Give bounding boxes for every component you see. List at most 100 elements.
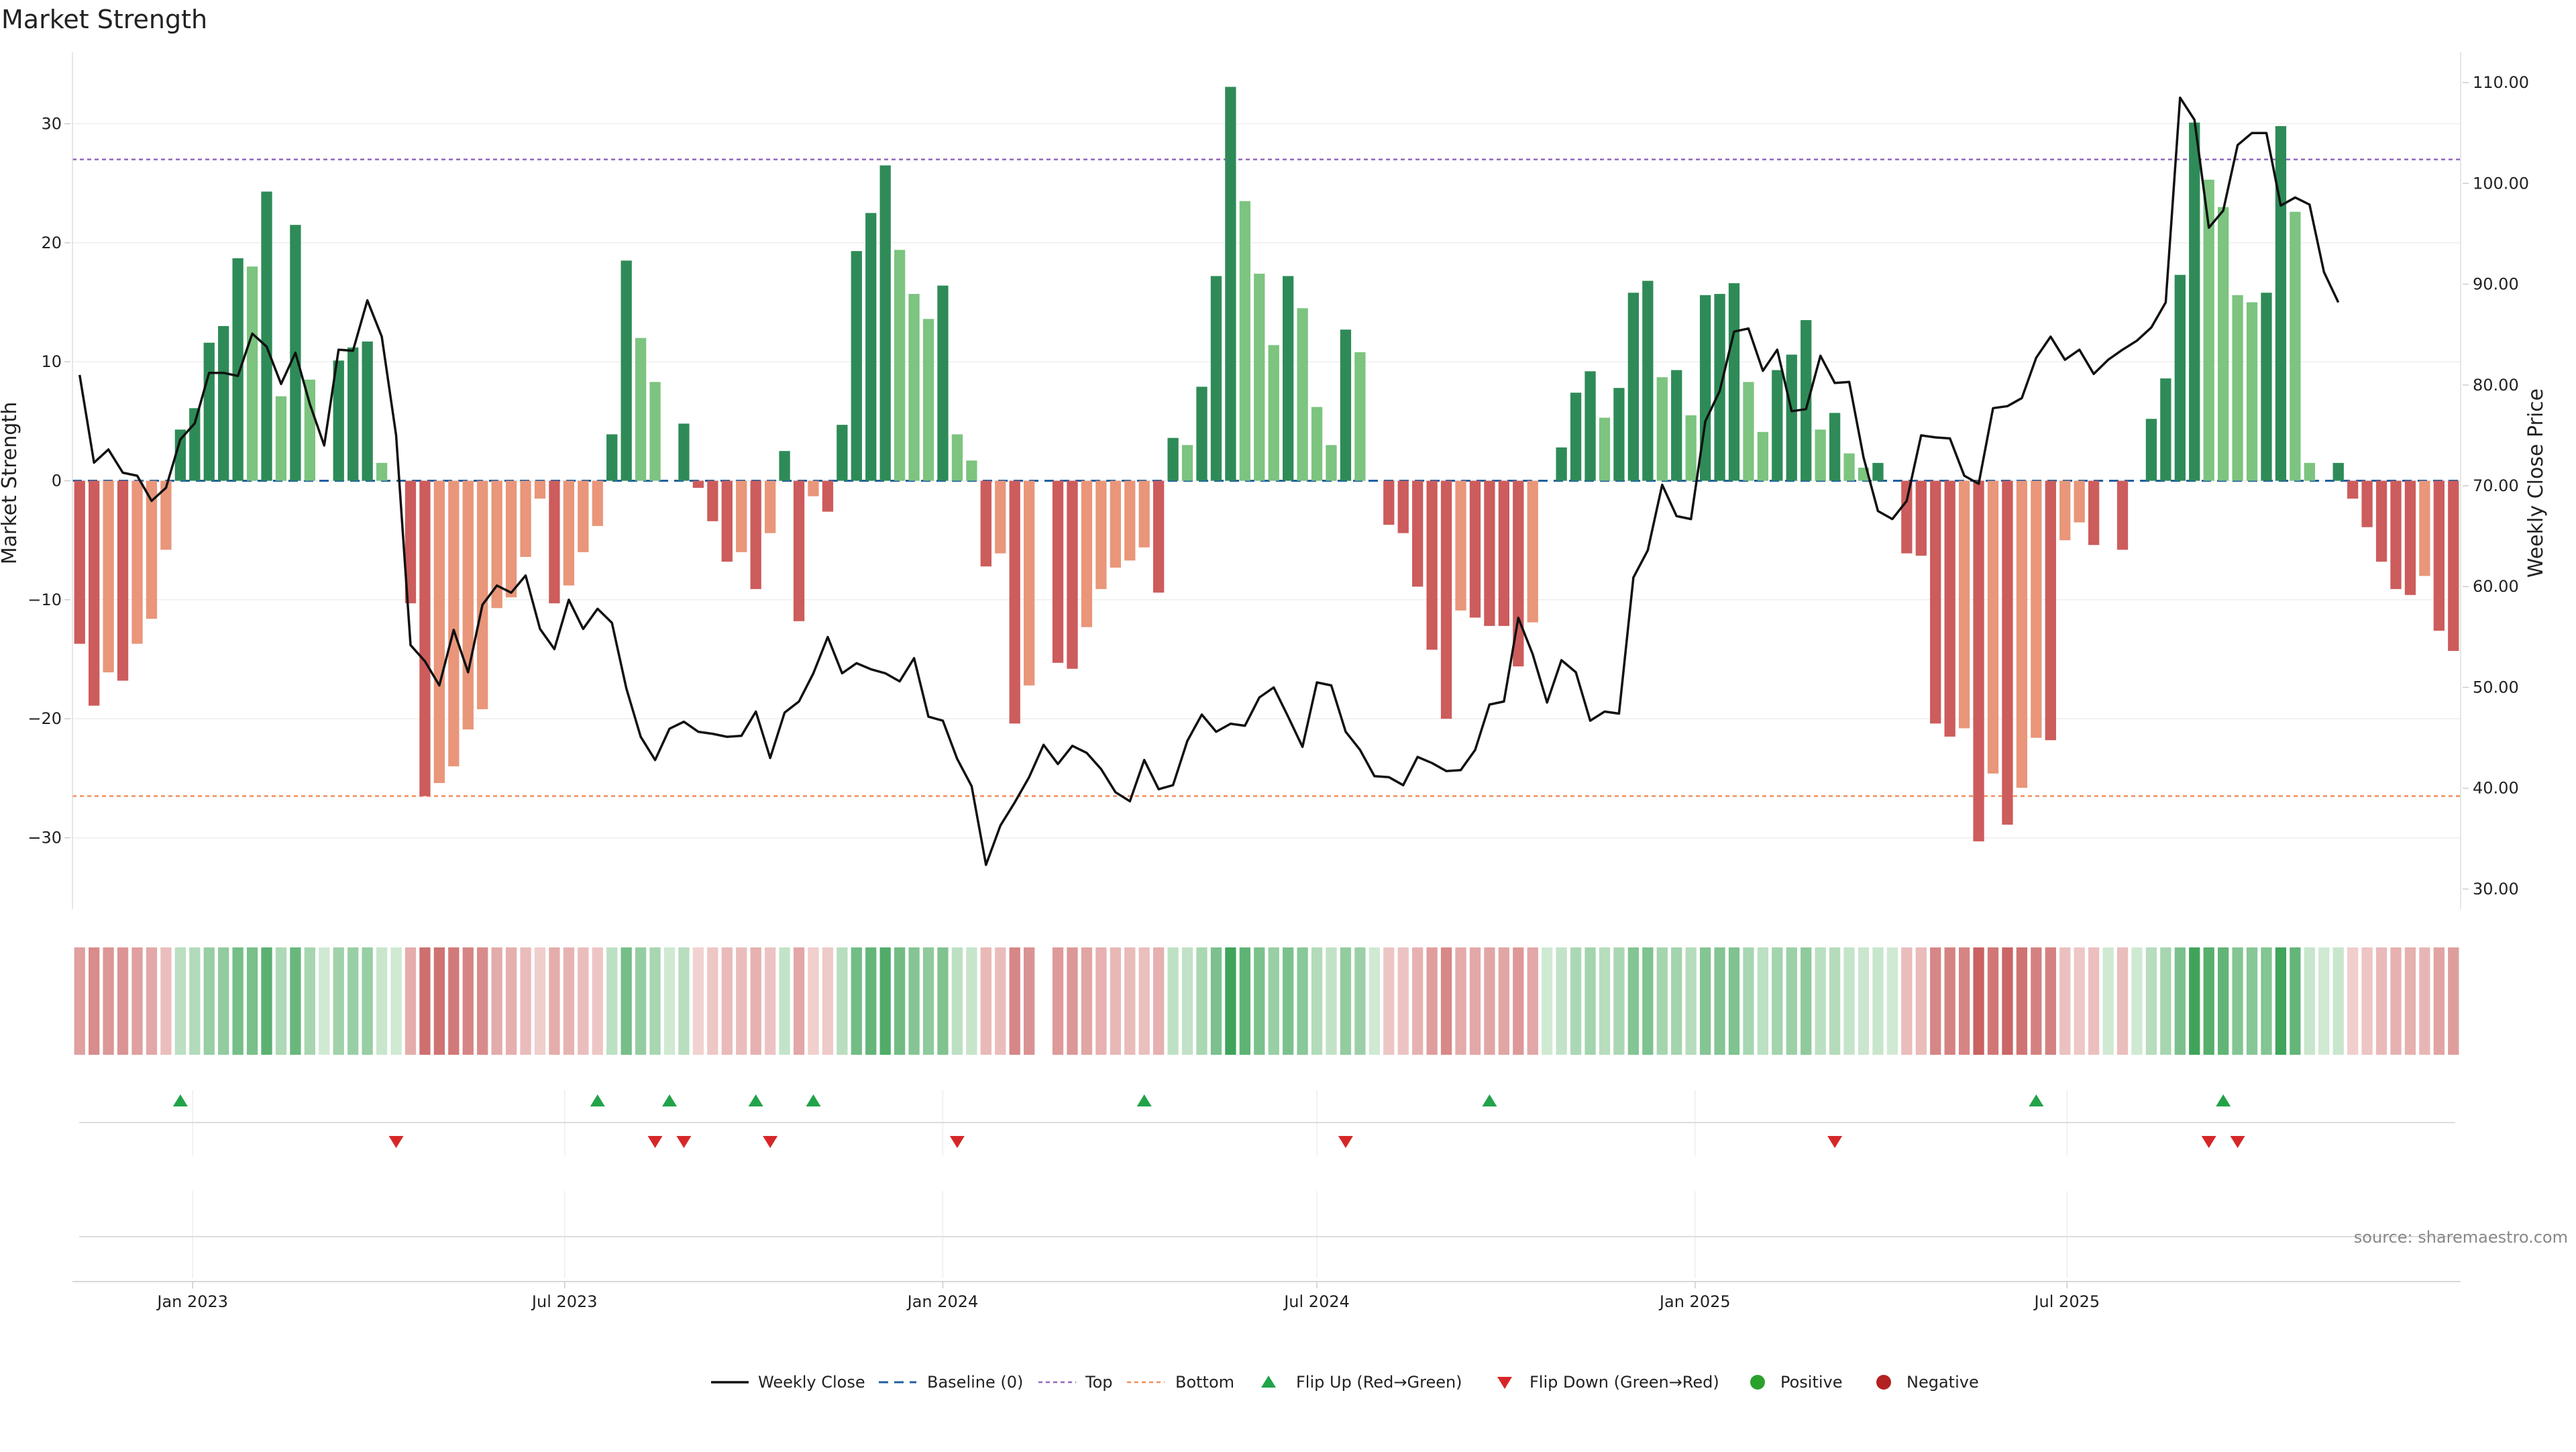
x-tick-label: Jan 2024 bbox=[906, 1292, 979, 1311]
legend-label: Flip Down (Green→Red) bbox=[1529, 1373, 1719, 1392]
heat-cell bbox=[1440, 947, 1452, 1055]
strength-bar bbox=[592, 480, 603, 526]
strength-bar bbox=[1484, 480, 1495, 626]
source-note: source: sharemaestro.com bbox=[2354, 1228, 2568, 1247]
heat-cell bbox=[1699, 947, 1711, 1055]
strength-bar bbox=[621, 260, 632, 481]
strength-bar bbox=[779, 451, 790, 481]
strength-bar bbox=[1181, 445, 1193, 481]
y2-tick-label: 90.00 bbox=[2473, 275, 2519, 294]
strength-bar bbox=[1585, 371, 1596, 481]
heat-cell bbox=[2246, 947, 2258, 1055]
heat-cell bbox=[174, 947, 186, 1055]
strength-bar bbox=[362, 341, 373, 481]
heat-cell bbox=[2045, 947, 2056, 1055]
heat-cell bbox=[1283, 947, 1294, 1055]
heat-cell bbox=[520, 947, 531, 1055]
strength-bar bbox=[1412, 480, 1424, 587]
heat-cell bbox=[1167, 947, 1179, 1055]
y-tick-label: 30 bbox=[41, 114, 62, 133]
strength-bar bbox=[822, 480, 834, 512]
flip-up-marker bbox=[2029, 1094, 2044, 1106]
strength-bar bbox=[2002, 480, 2013, 825]
strength-bar bbox=[1383, 480, 1395, 525]
strength-bar bbox=[491, 480, 502, 609]
heat-cell bbox=[2031, 947, 2042, 1055]
strength-bar bbox=[606, 434, 618, 481]
legend-swatch bbox=[1876, 1375, 1891, 1390]
heat-cell bbox=[635, 947, 647, 1055]
heat-cell bbox=[1397, 947, 1409, 1055]
strength-bar bbox=[1656, 377, 1668, 481]
heat-cell bbox=[1915, 947, 1927, 1055]
heat-cell bbox=[808, 947, 819, 1055]
heat-cell bbox=[1326, 947, 1337, 1055]
strength-bar bbox=[1944, 480, 1955, 737]
x-tick-label: Jan 2025 bbox=[1658, 1292, 1731, 1311]
heat-cell bbox=[563, 947, 575, 1055]
heat-cell bbox=[951, 947, 963, 1055]
heat-cell bbox=[1067, 947, 1078, 1055]
legend-item: Bottom bbox=[1127, 1373, 1234, 1392]
strength-heat-strip bbox=[74, 947, 2459, 1055]
heat-cell bbox=[160, 947, 172, 1055]
heat-cell bbox=[649, 947, 661, 1055]
heat-cell bbox=[390, 947, 402, 1055]
strength-bar bbox=[333, 360, 344, 481]
heat-cell bbox=[1542, 947, 1553, 1055]
heat-cell bbox=[1872, 947, 1884, 1055]
heat-cell bbox=[1627, 947, 1640, 1055]
heat-cell bbox=[2160, 947, 2171, 1055]
heat-cell bbox=[1023, 947, 1035, 1055]
heat-cell bbox=[1930, 947, 1941, 1055]
strength-bar bbox=[1239, 201, 1250, 481]
heat-cell bbox=[1585, 947, 1596, 1055]
heat-cell bbox=[2318, 947, 2330, 1055]
heat-cell bbox=[663, 947, 676, 1055]
y-tick-label: −10 bbox=[28, 590, 62, 609]
strength-bar bbox=[534, 480, 546, 499]
heat-cell bbox=[879, 947, 891, 1055]
strength-bar bbox=[578, 480, 589, 552]
heat-cell bbox=[419, 947, 431, 1055]
y-tick-label: 0 bbox=[52, 472, 62, 490]
heat-cell bbox=[1801, 947, 1812, 1055]
heat-cell bbox=[275, 947, 287, 1055]
y-axis-label: Market Strength bbox=[0, 402, 21, 564]
legend-item: Baseline (0) bbox=[879, 1373, 1023, 1392]
heat-cell bbox=[2131, 947, 2143, 1055]
flip-down-marker bbox=[388, 1136, 404, 1148]
strength-bar bbox=[1167, 437, 1179, 481]
strength-bar bbox=[1973, 480, 1984, 841]
heat-cell bbox=[1556, 947, 1567, 1055]
strength-bar bbox=[203, 342, 215, 481]
strength-bar bbox=[678, 423, 690, 481]
heat-cell bbox=[448, 947, 460, 1055]
strength-bar bbox=[922, 319, 934, 481]
strength-bar bbox=[448, 480, 460, 767]
heat-cell bbox=[1412, 947, 1424, 1055]
strength-bar bbox=[1340, 329, 1352, 481]
strength-bar bbox=[2375, 480, 2387, 562]
heat-cell bbox=[908, 947, 920, 1055]
reference-lines bbox=[72, 158, 2461, 797]
legend-label: Top bbox=[1085, 1373, 1113, 1392]
strength-bar bbox=[764, 480, 776, 533]
heat-cell bbox=[1196, 947, 1208, 1055]
strength-bar bbox=[1627, 293, 1640, 481]
heat-cell bbox=[1958, 947, 1970, 1055]
strength-bar bbox=[1023, 480, 1035, 686]
strength-bar bbox=[1455, 480, 1466, 611]
heat-cell bbox=[74, 947, 85, 1055]
heat-cell bbox=[2448, 947, 2459, 1055]
strength-bar bbox=[1067, 480, 1078, 669]
heat-cell bbox=[103, 947, 114, 1055]
heat-cell bbox=[405, 947, 417, 1055]
strength-bar bbox=[304, 379, 316, 481]
heat-cell bbox=[1239, 947, 1250, 1055]
heat-cell bbox=[2419, 947, 2430, 1055]
strength-bar bbox=[721, 480, 733, 562]
strength-bar bbox=[2074, 480, 2085, 523]
heat-cell bbox=[534, 947, 546, 1055]
strength-bar bbox=[2404, 480, 2416, 595]
